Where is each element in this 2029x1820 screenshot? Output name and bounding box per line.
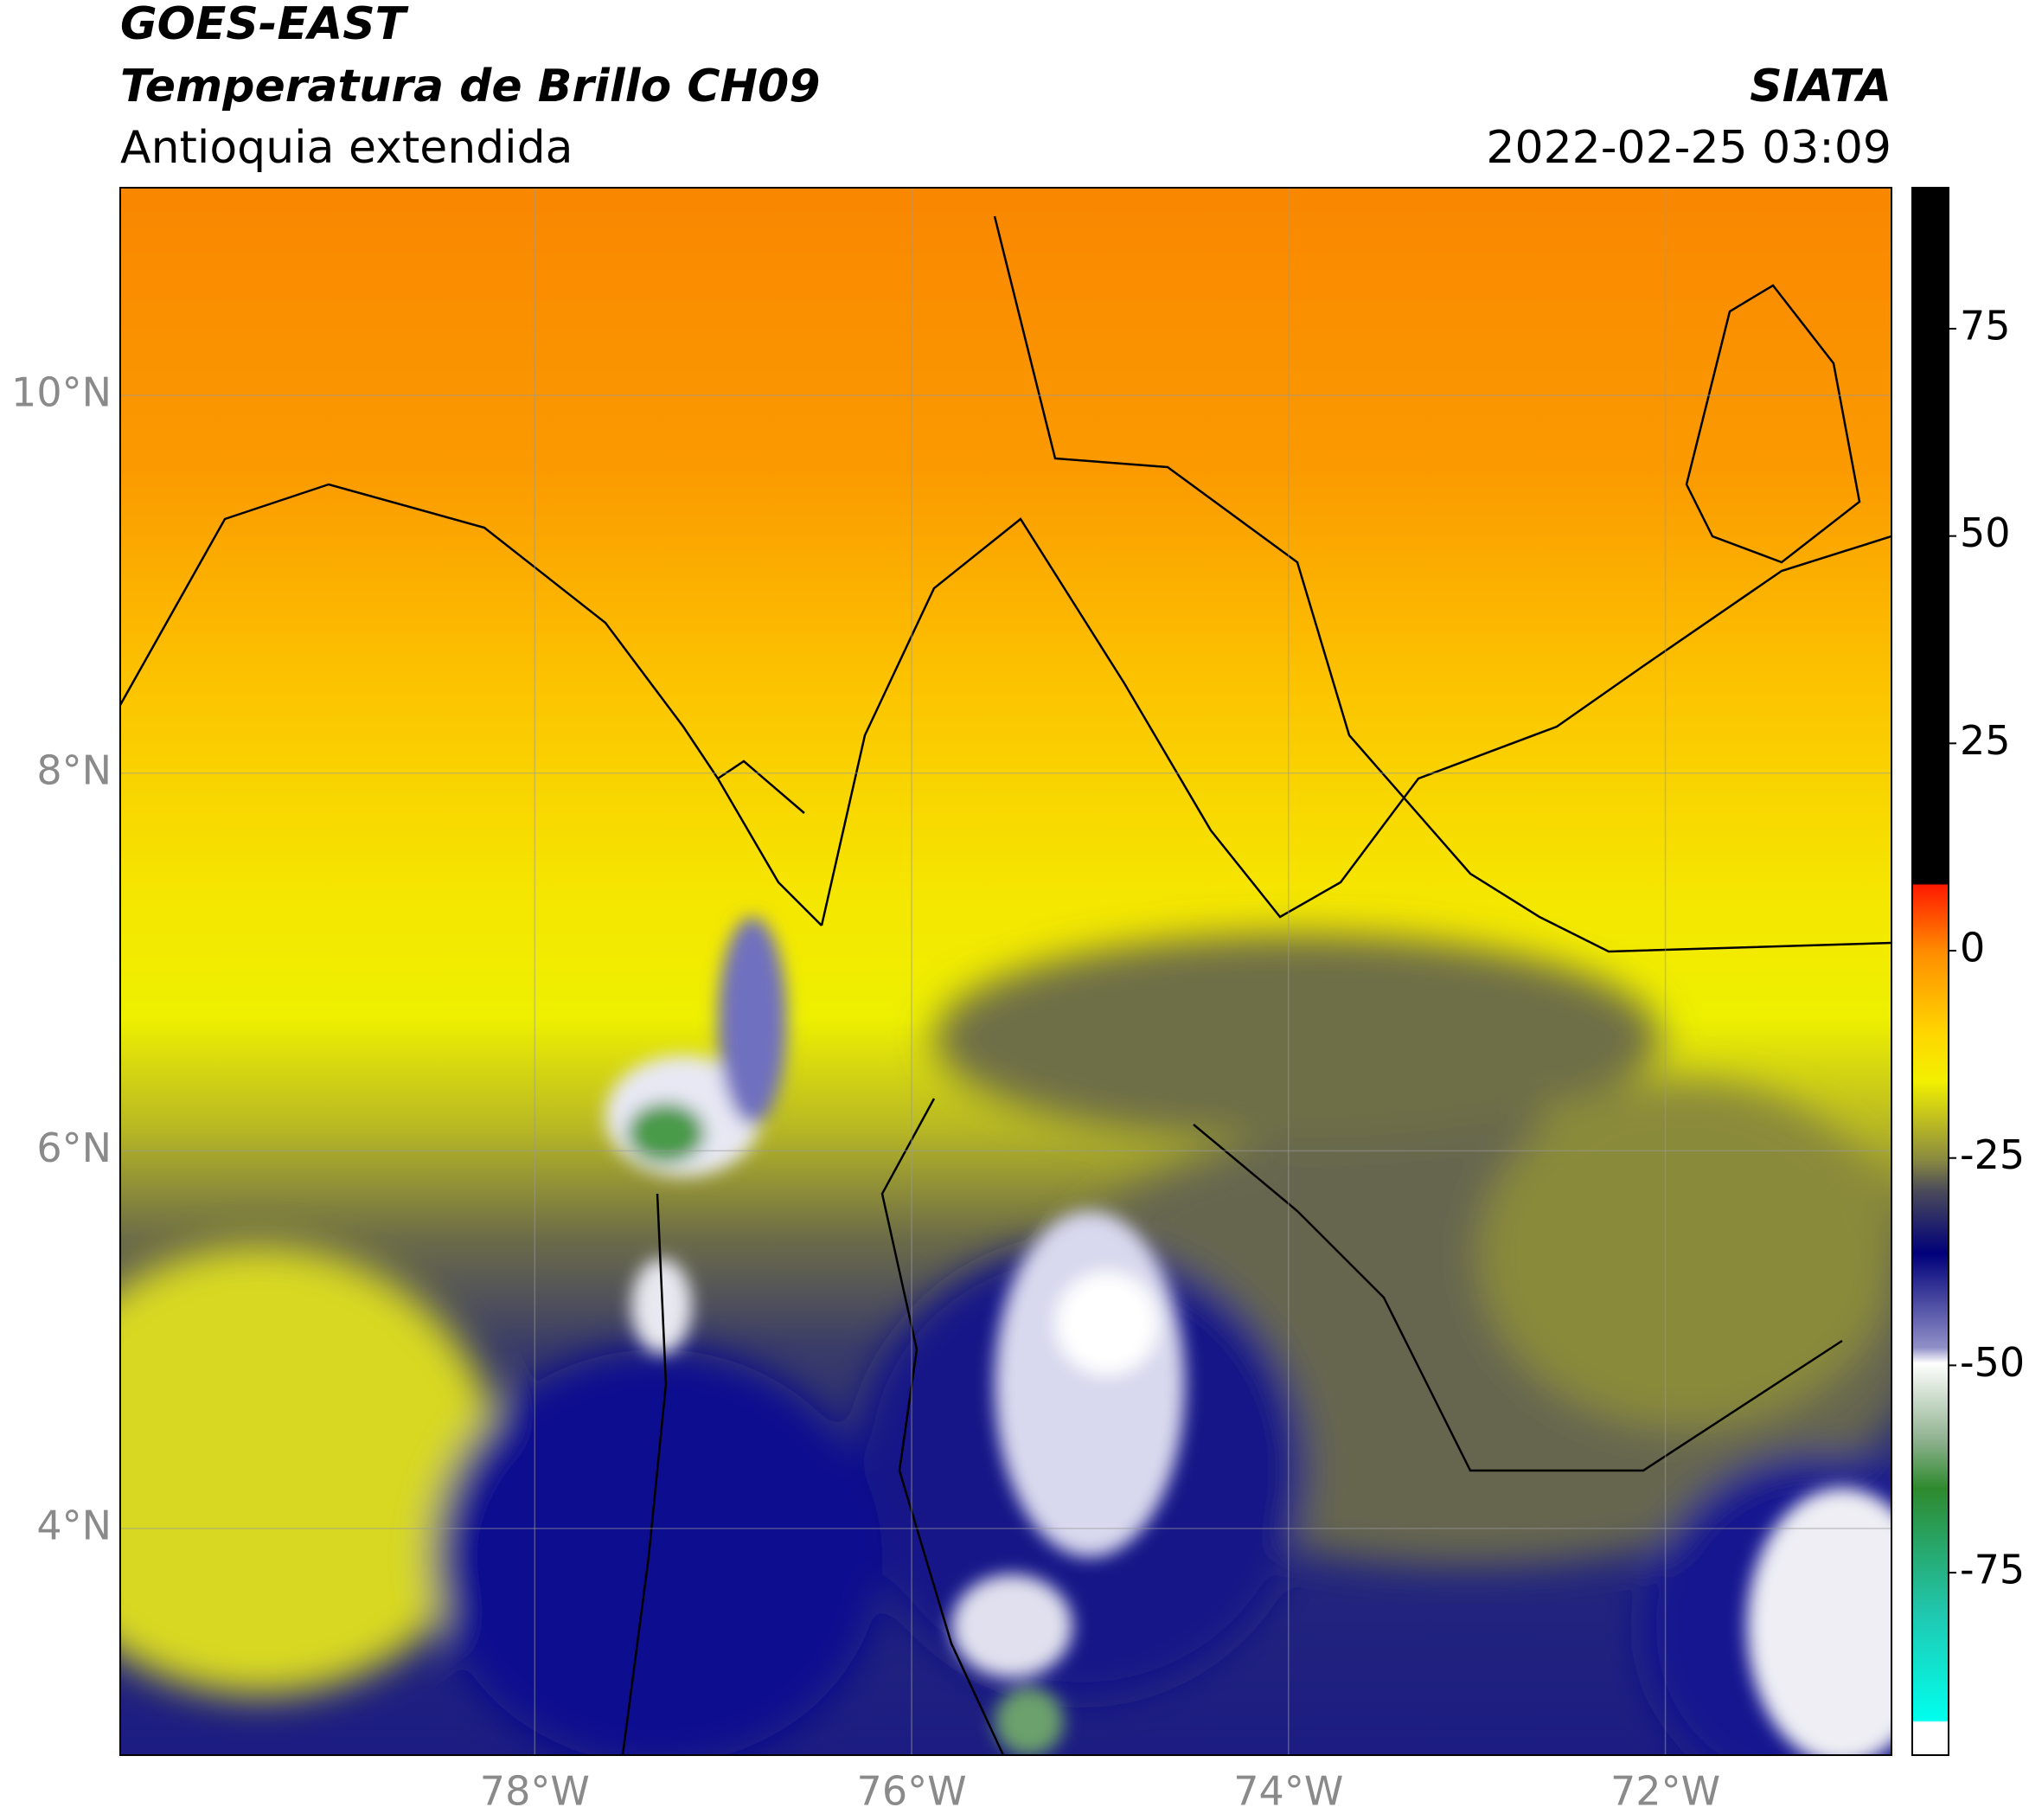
colorbar-tick-label: 0 bbox=[1960, 925, 1985, 971]
title: GOES-EAST bbox=[120, 0, 409, 50]
colorbar-tick-label: -25 bbox=[1960, 1131, 2025, 1178]
graticule bbox=[120, 188, 1891, 1755]
map-field bbox=[120, 188, 1891, 1755]
region: Antioquia extendida bbox=[120, 122, 573, 174]
lat-tick-label: 6°N bbox=[36, 1125, 112, 1171]
lon-tick-label: 78°W bbox=[480, 1768, 590, 1815]
map-frame bbox=[119, 187, 1892, 1756]
colorbar-tick-label: -50 bbox=[1960, 1339, 2025, 1386]
colorbar-tick-label: -75 bbox=[1960, 1547, 2025, 1593]
colorbar-tick-label: 50 bbox=[1960, 509, 2011, 556]
source: SIATA bbox=[1750, 61, 1891, 112]
lat-tick-label: 10°N bbox=[11, 369, 112, 416]
lon-tick-label: 74°W bbox=[1233, 1768, 1343, 1815]
subtitle: Temperatura de Brillo CH09 bbox=[120, 61, 820, 112]
lat-tick-label: 4°N bbox=[36, 1503, 112, 1549]
lon-tick-label: 76°W bbox=[857, 1768, 967, 1815]
colorbar-tick-label: 25 bbox=[1960, 717, 2011, 764]
colorbar-tick-label: 75 bbox=[1960, 302, 2011, 349]
colorbar bbox=[1911, 187, 1949, 1756]
lat-tick-label: 8°N bbox=[36, 747, 112, 793]
lon-tick-label: 72°W bbox=[1610, 1768, 1720, 1815]
datetime: 2022-02-25 03:09 bbox=[1486, 122, 1891, 174]
